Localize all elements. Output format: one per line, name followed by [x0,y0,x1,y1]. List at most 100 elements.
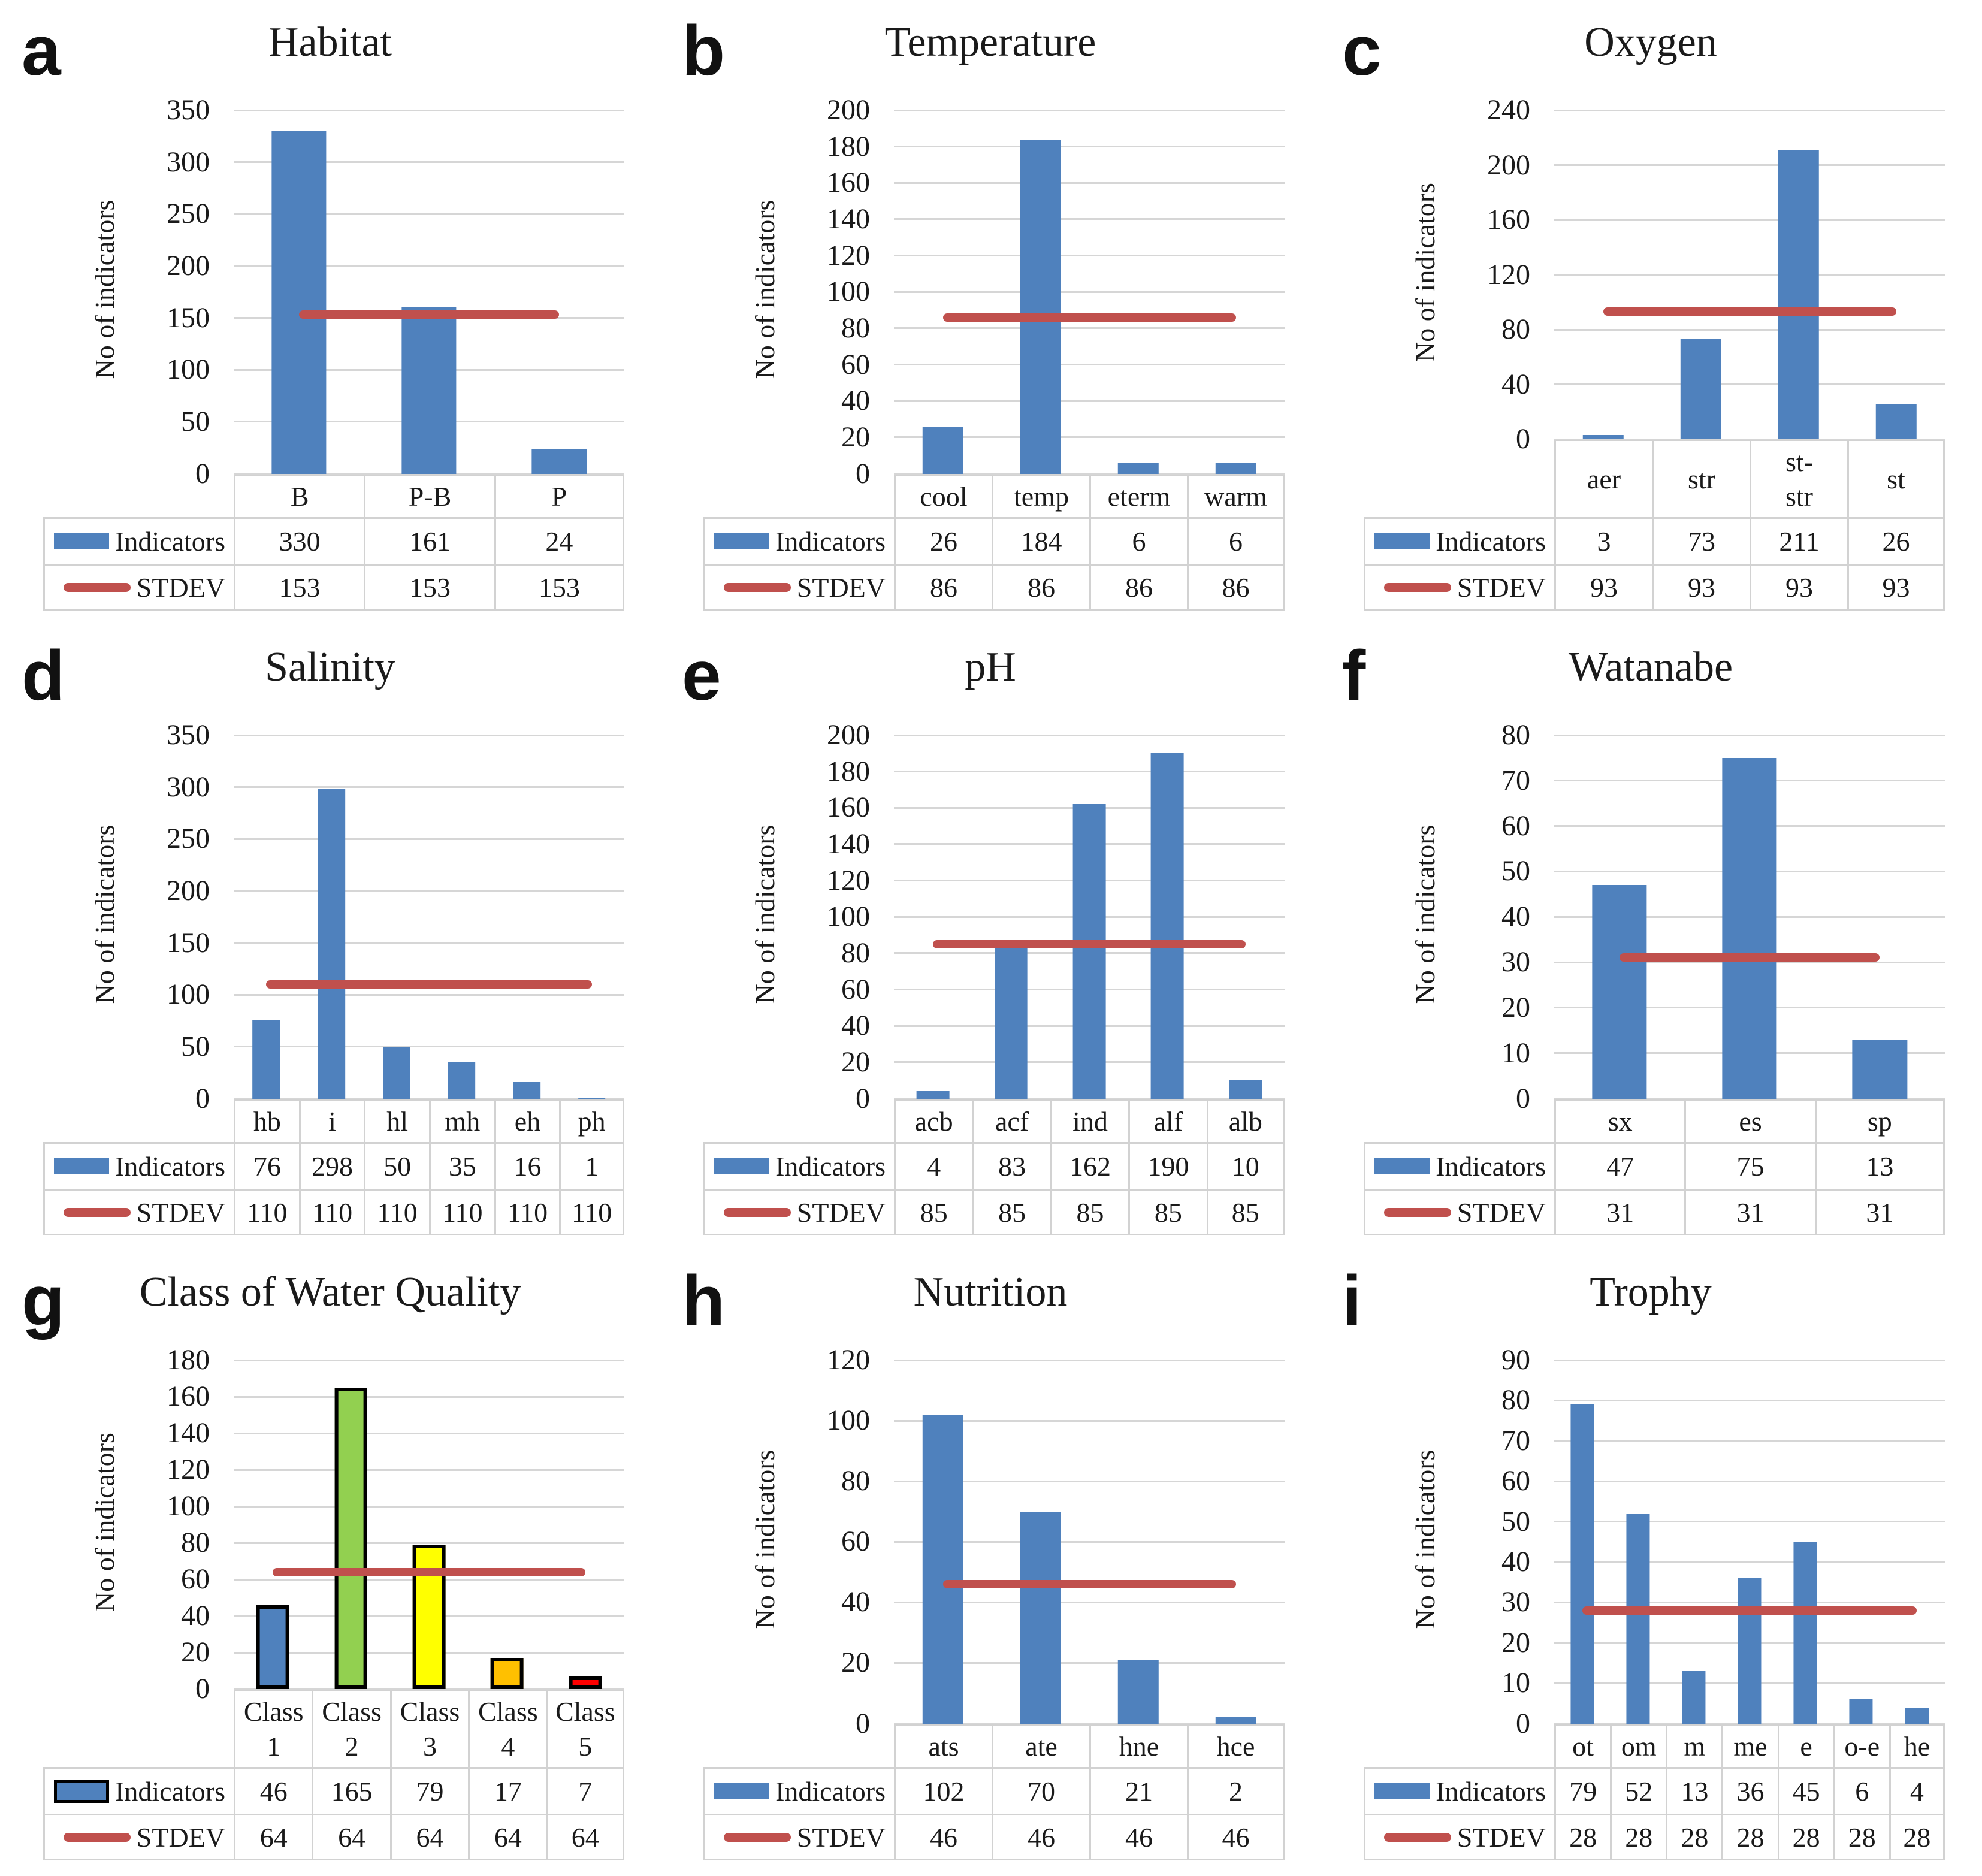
gridline [234,890,624,892]
stdev-value-cell: 85 [1050,1189,1129,1235]
bar-column [234,1360,312,1689]
chart-panel-h: h Nutrition No of indicators 0 20 40 60 80 100 12… [660,1250,1321,1875]
gridline [1554,274,1945,276]
indicators-value-cell: 6 [1089,517,1187,564]
gridline [894,1098,1285,1099]
panel-letter: h [682,1261,726,1340]
y-tick-label: 80 [841,937,870,969]
chart-title: Temperature [884,19,1096,65]
bar-columns [1554,735,1945,1099]
gridline [1554,328,1945,331]
stdev-legend-swatch [63,1207,131,1217]
bar-columns [894,1360,1285,1724]
y-tick-label: 140 [167,1417,210,1449]
bar [334,1387,367,1689]
indicators-value-cell: 50 [364,1142,429,1189]
bar [1117,1660,1159,1724]
stdev-value-cell: 93 [1750,564,1847,611]
gridline [234,1395,624,1398]
category-header-cell: hce [1187,1723,1285,1767]
plot-area [894,1359,1285,1724]
bar-column [1554,1360,1610,1724]
bar [1570,1404,1594,1724]
gridline [894,1723,1285,1724]
y-tick-label: 0 [856,457,870,490]
stdev-legend-cell: STDEV [1364,564,1554,611]
y-tick-label: 20 [841,1046,870,1078]
chart-area: No of indicators 0 40 80 120 160 200 240 [1321,70,1981,454]
category-header-cell: hl [364,1098,429,1142]
indicators-legend-swatch [54,1780,110,1803]
indicators-value-cell: 6 [1187,517,1285,564]
bar [531,448,587,474]
stdev-line [1603,307,1896,316]
stdev-value-cell: 64 [234,1814,312,1860]
stdev-legend-swatch [723,1832,791,1842]
stdev-line [273,1567,585,1576]
stdev-legend-label: STDEV [796,572,886,603]
indicators-value-cell: 1 [559,1142,624,1189]
category-header-cell: st- str [1750,439,1847,517]
stdev-legend-cell: STDEV [703,1189,894,1235]
category-header-cell: sx [1554,1098,1685,1142]
indicators-legend-swatch [54,1158,110,1174]
y-tick-label: 30 [1501,946,1530,978]
panel-letter: g [22,1261,65,1340]
category-header-cell: ot [1554,1723,1611,1767]
data-table: aer str st- str st Indicators 3 73 211 26 STDEV 93… [1364,439,1945,611]
bar-column [1554,735,1684,1099]
bar [1680,339,1721,439]
indicators-value-cell: 79 [1554,1767,1611,1814]
gridline [894,436,1285,439]
stdev-value-cell: 86 [992,564,1089,611]
category-header-cell: acb [894,1098,972,1142]
category-header-cell: sp [1814,1098,1945,1142]
plot-area [1554,109,1945,440]
bar-column [390,1360,468,1689]
indicators-value-cell: 13 [1666,1767,1722,1814]
indicators-value-cell: 3 [1554,517,1652,564]
bar-column [894,735,972,1099]
bar-column [1684,735,1814,1099]
indicators-value-cell: 165 [312,1767,390,1814]
indicators-value-cell: 184 [992,517,1089,564]
gridline [234,1046,624,1048]
y-tick-label: 50 [1501,855,1530,887]
indicators-value-cell: 4 [894,1142,972,1189]
stdev-value-cell: 46 [894,1814,992,1860]
bar-column [1721,1360,1777,1724]
bar-column [364,735,429,1099]
category-header-cell: B [234,473,364,517]
y-tick-label: 10 [1501,1037,1530,1069]
bar [448,1062,476,1099]
y-tick-label: 200 [827,719,870,751]
indicators-legend-cell: Indicators [1364,517,1554,564]
gridline [1554,1723,1945,1724]
stdev-legend-label: STDEV [136,1821,225,1853]
gridline [894,1419,1285,1422]
gridline [894,1661,1285,1664]
y-tick-label: 80 [841,1465,870,1497]
stdev-value-cell: 93 [1652,564,1750,611]
bar [1722,757,1777,1099]
bar-columns [894,735,1285,1099]
stdev-value-cell: 64 [468,1814,546,1860]
gridline [894,473,1285,475]
chart-title: Habitat [268,19,392,65]
y-tick-label: 120 [167,1454,210,1485]
category-header-cell: alb [1206,1098,1285,1142]
data-table: B P-B P Indicators 330 161 24 STDEV 153 153 153 [43,473,624,611]
gridline [1554,734,1945,736]
gridline [234,1542,624,1544]
indicators-value-cell: 24 [494,517,624,564]
category-header-cell: str [1652,439,1750,517]
category-header-cell: acf [972,1098,1050,1142]
bar [1849,1699,1873,1724]
stdev-line [266,980,592,989]
bar [1626,1514,1650,1724]
indicators-value-cell: 16 [494,1142,560,1189]
y-tick-label: 40 [841,385,870,417]
gridline [1554,1480,1945,1482]
data-table: hb i hl mh eh ph Indicators 76 298 50 35 16 1 STDEV 11… [43,1098,624,1235]
